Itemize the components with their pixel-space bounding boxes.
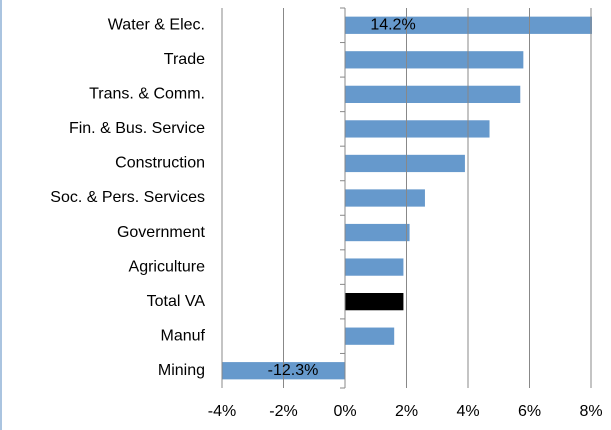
bar bbox=[345, 154, 465, 173]
bar bbox=[345, 120, 490, 138]
plot-area bbox=[222, 16, 592, 380]
x-tick-label: 0% bbox=[333, 403, 356, 420]
bar bbox=[345, 293, 404, 311]
bar bbox=[345, 189, 425, 207]
y-tick-label: Water & Elec. bbox=[108, 16, 205, 33]
x-tick-label: 4% bbox=[456, 403, 479, 420]
y-tick-label: Trans. & Comm. bbox=[89, 86, 205, 103]
bar bbox=[345, 223, 410, 242]
data-label: 14.2% bbox=[370, 16, 415, 33]
y-tick-label: Agriculture bbox=[129, 258, 206, 275]
y-tick-label: Total VA bbox=[147, 293, 206, 310]
y-tick-label: Soc. & Pers. Services bbox=[50, 189, 205, 206]
y-tick-label: Government bbox=[117, 224, 206, 241]
bar bbox=[345, 51, 524, 69]
bar bbox=[345, 327, 395, 345]
data-label: -12.3% bbox=[268, 362, 319, 379]
bar bbox=[345, 85, 521, 103]
y-tick-label: Mining bbox=[158, 362, 205, 379]
x-tick-label: -2% bbox=[269, 403, 297, 420]
y-tick-label: Trade bbox=[164, 51, 205, 68]
bar bbox=[345, 258, 404, 276]
x-tick-label: 2% bbox=[395, 403, 418, 420]
x-tick-label: 8% bbox=[579, 403, 602, 420]
y-tick-label: Construction bbox=[115, 155, 205, 172]
y-tick-label: Manuf bbox=[161, 327, 206, 344]
x-tick-label: -4% bbox=[208, 403, 236, 420]
x-tick-label: 6% bbox=[518, 403, 541, 420]
y-tick-label: Fin. & Bus. Service bbox=[69, 120, 205, 137]
